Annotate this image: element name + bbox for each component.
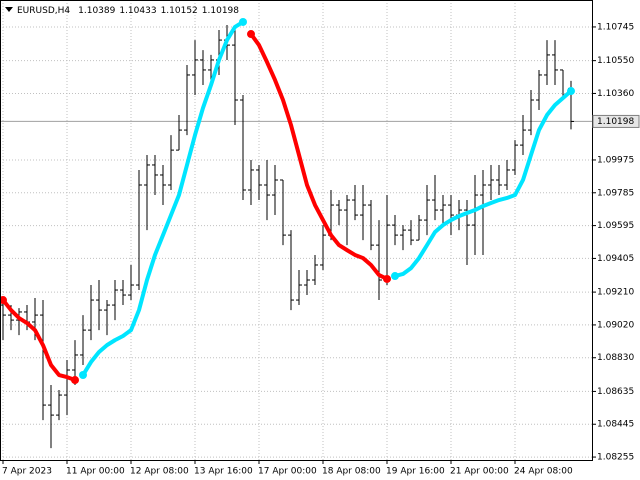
indicator-line	[1, 32, 389, 383]
indicator-dot	[79, 371, 87, 380]
x-tick-label: 18 Apr 08:00	[322, 467, 381, 477]
header-value: 1.10152	[161, 6, 198, 16]
y-tick-label: 1.09210	[597, 288, 634, 298]
indicator-dot	[567, 87, 575, 96]
y-tick-label: 1.08830	[597, 353, 634, 363]
current-price-label: 1.10198	[597, 117, 634, 127]
y-tick-label: 1.10360	[597, 89, 634, 99]
y-tick-label: 1.09020	[597, 320, 634, 330]
x-tick-label: 24 Apr 08:00	[514, 467, 573, 477]
y-tick-label: 1.08445	[597, 420, 634, 430]
x-tick-label: 11 Apr 00:00	[66, 467, 125, 477]
indicator-line	[81, 19, 573, 378]
x-tick-label: 21 Apr 00:00	[450, 467, 509, 477]
x-tick-label: 12 Apr 08:00	[130, 467, 189, 477]
header: EURUSD,H4 1.10389 1.10433 1.10152 1.10198	[17, 6, 239, 16]
indicator-dot	[247, 30, 255, 39]
x-tick-label: 17 Apr 00:00	[258, 467, 317, 477]
y-tick-label: 1.10550	[597, 56, 634, 66]
y-tick-label: 1.09595	[597, 221, 634, 231]
x-tick-label: 19 Apr 16:00	[386, 467, 445, 477]
header-value: 1.10433	[119, 6, 156, 16]
grid	[0, 0, 592, 460]
x-tick-label: 13 Apr 16:00	[194, 467, 253, 477]
y-tick-label: 1.09405	[597, 254, 634, 264]
y-tick-label: 1.09785	[597, 188, 634, 198]
symbol-menu-arrow[interactable]	[5, 7, 13, 12]
plot-frame	[0, 0, 593, 461]
header-value: 1.10198	[202, 6, 239, 16]
indicator-dot	[0, 296, 7, 305]
y-tick-label: 1.09975	[597, 155, 634, 165]
indicator-dot	[391, 272, 399, 281]
indicator-dot	[239, 17, 247, 26]
y-tick-label: 1.08635	[597, 387, 634, 397]
header-value: EURUSD,H4	[17, 6, 70, 16]
current-price-box	[592, 114, 640, 128]
y-tick-label: 1.08255	[597, 453, 634, 463]
x-tick-label: 7 Apr 2023	[2, 467, 52, 477]
indicator-dot	[383, 274, 391, 283]
y-tick-label: 1.10745	[597, 22, 634, 32]
indicator-dot	[71, 376, 79, 385]
plot	[0, 17, 575, 449]
header-value: 1.10389	[78, 6, 115, 16]
